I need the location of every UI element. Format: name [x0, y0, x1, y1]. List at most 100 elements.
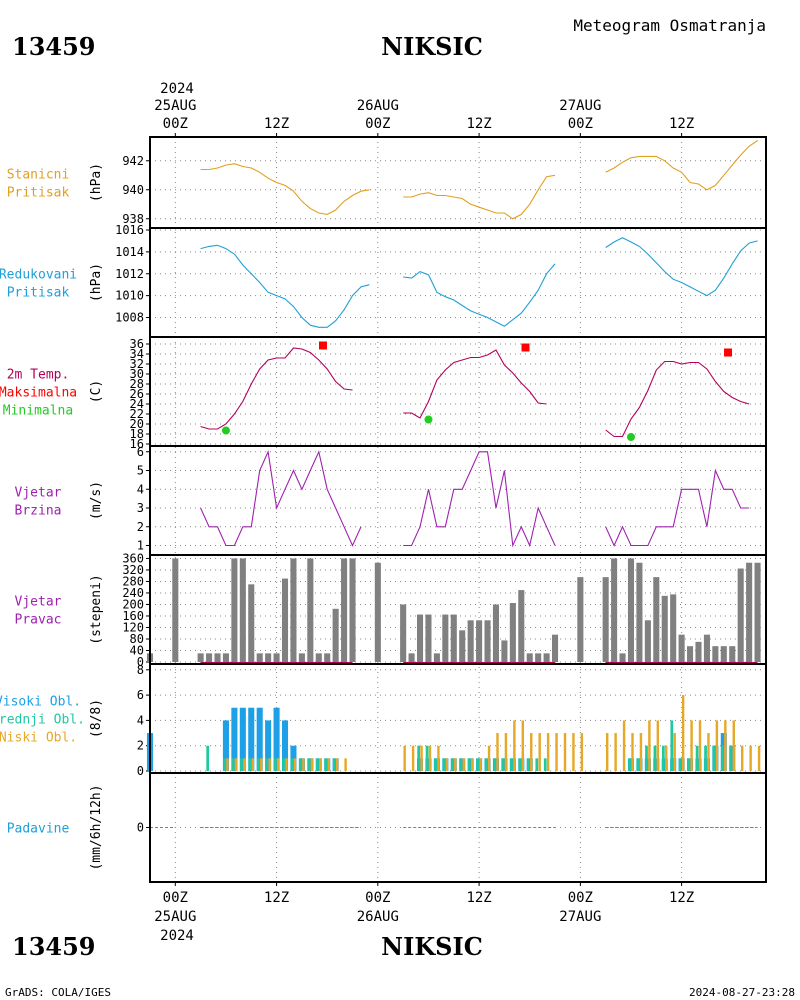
high-cloud-bar — [687, 758, 694, 771]
low-cloud-bar — [546, 733, 550, 771]
y-tick-label: 26 — [130, 387, 144, 401]
direction-bar — [729, 646, 736, 662]
mid-cloud-bar — [526, 758, 530, 771]
time-label-top: 00Z — [568, 116, 593, 132]
direction-bar — [374, 562, 381, 662]
direction-bar — [535, 653, 542, 662]
mid-cloud-bar — [721, 745, 724, 771]
direction-bar — [602, 577, 609, 662]
mid-cloud-bar — [231, 758, 235, 771]
high-cloud-bar — [526, 758, 533, 771]
y-tick-label: 6 — [137, 688, 144, 702]
low-cloud-bar — [656, 720, 660, 771]
high-cloud-bar — [273, 707, 280, 771]
footer-station-name: NIKSIC — [381, 932, 483, 961]
panel-label: 2m Temp. — [7, 368, 70, 383]
mid-cloud-bar — [653, 745, 657, 771]
y-tick-label: 34 — [130, 347, 144, 361]
direction-bar — [703, 634, 710, 662]
direction-bar — [484, 620, 491, 662]
mid-cloud-bar — [484, 758, 488, 771]
direction-bar — [281, 578, 289, 662]
mid-cloud-bar — [265, 758, 269, 771]
low-cloud-bar — [504, 733, 508, 771]
direction-bar — [172, 558, 179, 662]
high-cloud-bar — [695, 758, 702, 771]
series-line — [200, 244, 370, 328]
low-cloud-bar — [757, 745, 761, 771]
direction-bar — [695, 641, 702, 662]
direction-bar — [754, 562, 761, 662]
mid-cloud-bar — [223, 758, 226, 771]
panel-label: Vjetar — [15, 595, 62, 610]
y-tick-label: 360 — [122, 551, 144, 565]
mid-cloud-bar — [316, 758, 319, 771]
direction-bar — [627, 558, 635, 662]
panel-label: Pritisak — [7, 286, 70, 301]
mid-cloud-bar — [510, 758, 513, 771]
direction-bar — [644, 620, 651, 662]
series-line — [605, 237, 758, 297]
high-cloud-bar — [265, 720, 272, 771]
min-temp-marker — [424, 415, 433, 424]
low-cloud-bar — [563, 733, 567, 771]
mid-cloud-bar — [299, 758, 302, 771]
series-line — [200, 163, 370, 215]
direction-bar — [661, 595, 668, 662]
low-cloud-bar — [690, 720, 693, 771]
mid-cloud-bar — [704, 745, 707, 771]
direction-bar — [720, 646, 727, 662]
y-tick-label: 5 — [137, 464, 144, 478]
axis-unit-label: (C) — [89, 380, 104, 403]
low-cloud-bar — [487, 745, 491, 771]
y-tick-label: 28 — [130, 377, 144, 391]
panel-label: Pritisak — [7, 186, 70, 201]
low-cloud-bar — [724, 720, 727, 771]
low-cloud-bar — [420, 745, 423, 771]
time-label-bottom: 00Z — [163, 890, 188, 906]
y-tick-label: 0 — [137, 655, 144, 669]
direction-bar — [265, 653, 272, 662]
series-line — [403, 263, 556, 327]
date-label-top: 26AUG — [357, 98, 399, 114]
high-cloud-bar — [661, 758, 668, 771]
time-label-bottom: 12Z — [264, 890, 289, 906]
direction-bar — [543, 653, 550, 662]
y-tick-label: 8 — [137, 663, 144, 677]
panel-label: Visoki Obl. — [0, 695, 81, 710]
low-cloud-bar — [285, 758, 288, 771]
time-label-top: 00Z — [163, 116, 188, 132]
low-cloud-bar — [319, 758, 322, 771]
panel-frame — [149, 772, 767, 883]
series-line — [605, 140, 758, 191]
mid-cloud-bar — [442, 758, 446, 771]
direction-bar — [611, 558, 618, 662]
low-cloud-bar — [428, 745, 432, 771]
direction-bar — [416, 614, 424, 662]
panel-label: Pravac — [15, 613, 62, 628]
footer-credit: GrADS: COLA/IGES — [5, 986, 111, 999]
series-line — [200, 347, 353, 430]
direction-bar — [273, 653, 280, 662]
low-cloud-bar — [665, 745, 668, 771]
header-station-id: 13459 — [12, 32, 96, 61]
mid-cloud-bar — [729, 745, 733, 771]
mid-cloud-bar — [324, 758, 328, 771]
date-label-bottom: 26AUG — [357, 909, 399, 925]
direction-bar — [501, 640, 508, 662]
mid-cloud-bar — [518, 758, 522, 771]
mid-cloud-bar — [501, 758, 505, 771]
date-label-top: 25AUG — [154, 98, 196, 114]
y-tick-label: 30 — [130, 367, 144, 381]
low-cloud-bar — [513, 720, 516, 771]
axis-unit-label: (m/s) — [89, 481, 104, 520]
low-cloud-bar — [681, 695, 685, 771]
high-cloud-bar — [653, 758, 660, 771]
low-cloud-bar — [234, 758, 238, 771]
low-cloud-bar — [673, 733, 676, 771]
mid-cloud-bar — [459, 758, 463, 771]
low-cloud-bar — [302, 758, 305, 771]
y-tick-label: 0 — [137, 821, 144, 835]
low-cloud-bar — [698, 720, 702, 771]
